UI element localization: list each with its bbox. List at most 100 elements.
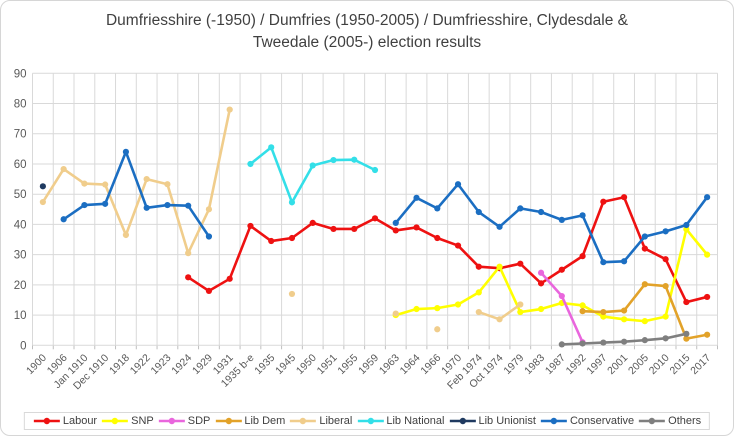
- series-lib-dem-marker: [620, 307, 628, 314]
- y-axis-tick-label: 0: [20, 340, 26, 352]
- series-conservative-marker: [392, 219, 399, 226]
- series-lib-national-marker: [371, 166, 379, 174]
- series-liberal-marker: [39, 198, 46, 206]
- series-labour-marker: [205, 287, 213, 294]
- series-labour-marker: [434, 234, 441, 242]
- series-conservative-marker: [185, 202, 192, 209]
- series-liberal-marker: [164, 181, 171, 188]
- series-others-marker: [683, 330, 690, 337]
- series-labour-marker: [620, 194, 628, 201]
- series-snp-marker: [517, 308, 524, 316]
- x-axis-tick-label: 1992: [564, 352, 589, 377]
- series-conservative-marker: [662, 228, 669, 235]
- series-conservative-marker: [683, 221, 690, 229]
- series-labour-marker: [641, 245, 648, 252]
- series-labour-marker: [268, 237, 275, 245]
- series-labour-marker: [537, 280, 545, 287]
- x-axis-tick-label: 1966: [418, 352, 443, 377]
- series-conservative-marker: [143, 204, 150, 211]
- y-axis-tick-label: 10: [14, 310, 27, 322]
- series-labour-marker: [309, 219, 316, 226]
- y-axis-tick-label: 50: [14, 189, 27, 201]
- series-lib-dem-marker: [704, 331, 711, 338]
- x-axis-tick-label: 2010: [647, 352, 672, 377]
- series-liberal-marker: [60, 166, 67, 173]
- legend-item-snp: SNP: [101, 415, 154, 427]
- legend-marker-conservative: [540, 417, 567, 425]
- y-axis-tick-label: 30: [14, 250, 27, 262]
- x-axis-tick-label: 1945: [273, 352, 298, 377]
- series-conservative-marker: [81, 201, 88, 209]
- series-conservative-marker: [641, 233, 648, 240]
- series-snp-marker: [496, 263, 503, 270]
- series-liberal-marker: [288, 290, 296, 298]
- series-labour-marker: [475, 263, 482, 270]
- series-conservative-marker: [122, 148, 130, 155]
- y-axis-tick-label: 40: [14, 219, 27, 231]
- series-snp-marker: [454, 301, 462, 308]
- series-snp-marker: [579, 302, 586, 309]
- series-labour-line: [186, 195, 709, 304]
- legend-marker-lib-national: [357, 417, 384, 425]
- series-liberal-marker: [517, 301, 524, 308]
- legend-item-conservative: Conservative: [540, 415, 634, 427]
- legend-label: Liberal: [319, 415, 353, 427]
- series-lib-national-marker: [247, 160, 254, 168]
- legend-marker-liberal: [290, 417, 317, 425]
- legend-marker-lib-unionist: [449, 417, 476, 425]
- series-snp-marker: [662, 313, 669, 320]
- series-labour-marker: [662, 256, 669, 263]
- x-axis-tick-label: 1979: [501, 352, 526, 377]
- series-liberal-marker: [392, 310, 399, 317]
- x-axis-tick-label: 1955: [335, 352, 360, 377]
- series-lib-national-marker: [288, 199, 296, 206]
- series-labour-marker: [704, 293, 711, 301]
- series-sdp-marker: [537, 269, 545, 276]
- series-others-marker: [579, 340, 586, 347]
- y-axis-tick-label: 80: [14, 99, 27, 111]
- series-conservative-marker: [164, 201, 171, 209]
- series-liberal-marker: [226, 106, 233, 113]
- series-liberal-marker: [475, 308, 482, 316]
- series-labour-marker: [579, 253, 586, 260]
- series-lib-national-marker: [309, 162, 316, 169]
- x-axis-tick-label: 2001: [605, 352, 630, 377]
- series-conservative-marker: [517, 205, 524, 212]
- series-labour-marker: [371, 215, 379, 222]
- x-axis-tick-label: 1983: [522, 352, 547, 377]
- series-others-marker: [620, 338, 628, 345]
- series-snp-marker: [434, 305, 441, 312]
- legend-item-labour: Labour: [33, 415, 97, 427]
- x-axis-tick-label: 1963: [377, 352, 402, 377]
- legend-item-others: Others: [638, 415, 701, 427]
- series-others-marker: [641, 337, 648, 344]
- series-conservative-line: [62, 150, 211, 238]
- series-conservative-marker: [620, 258, 628, 265]
- series-labour-marker: [683, 298, 690, 306]
- legend-item-liberal: Liberal: [289, 415, 352, 427]
- x-axis-tick-label: 1959: [356, 352, 381, 377]
- series-labour-marker: [247, 222, 254, 230]
- series-sdp-marker: [558, 292, 565, 300]
- series-conservative-line: [394, 182, 709, 264]
- series-conservative-marker: [454, 181, 462, 188]
- x-axis-tick-label: 2017: [688, 352, 713, 377]
- series-labour-marker: [392, 227, 399, 234]
- series-labour-marker: [351, 225, 358, 233]
- series-conservative-marker: [102, 200, 109, 207]
- series-liberal-marker: [496, 316, 503, 323]
- series-snp-marker: [413, 305, 420, 313]
- series-lib-national-marker: [330, 156, 337, 164]
- legend-marker-labour: [33, 417, 60, 425]
- x-axis-tick-label: 1900: [24, 352, 49, 377]
- series-snp-marker: [600, 313, 607, 320]
- x-axis-tick-label: 1964: [398, 352, 423, 377]
- legend-marker-others: [639, 417, 666, 425]
- series-lib-dem-marker: [683, 335, 690, 342]
- x-axis-tick-label: 1922: [128, 352, 153, 377]
- series-labour-marker: [454, 242, 462, 249]
- series-labour-marker: [330, 225, 337, 233]
- series-labour-marker: [185, 274, 192, 281]
- y-axis-tick-label: 90: [14, 68, 27, 80]
